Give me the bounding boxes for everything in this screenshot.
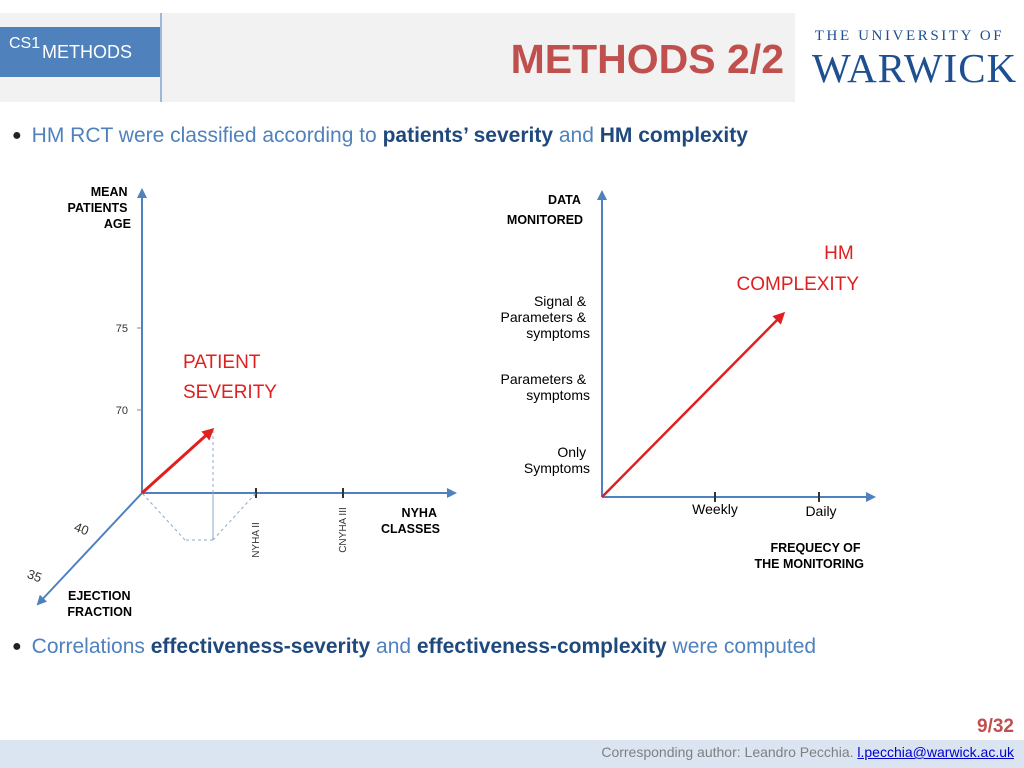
bullet-2-em1: effectiveness-severity — [150, 635, 371, 658]
bullet-1-em1: patients’ severity — [382, 124, 553, 147]
bullet-dot-icon: ● — [12, 127, 22, 144]
page-number: 9/32 — [977, 716, 1014, 737]
ejection-axis — [36, 492, 143, 606]
bullet-1-mid: and — [553, 124, 600, 147]
bullet-2-em2: effectiveness-complexity — [416, 635, 667, 658]
email-link[interactable]: l.pecchia@warwick.ac.uk — [857, 744, 1014, 760]
bullet-1-pre: HM RCT were classified according to — [31, 124, 383, 147]
x-tick-label-nyha2: NYHA II — [251, 522, 262, 558]
projection-line — [141, 492, 186, 541]
bullet-2-post: were computed — [666, 635, 817, 658]
section-tab: CS1 METHODS — [0, 27, 161, 77]
z-tick-label-35: 35 — [25, 566, 44, 585]
age-axis-label: MEAN PATIENTS AGE — [68, 185, 131, 231]
y-item-parameters: Parameters & symptoms — [501, 371, 590, 403]
data-monitored-label: DATA MONITORED — [507, 193, 584, 227]
slide-title: METHODS 2/2 — [510, 36, 784, 82]
bullet-2-mid: and — [370, 635, 417, 658]
bullet-2: ● Correlations effectiveness-severity and… — [12, 635, 816, 659]
section-label: METHODS — [42, 42, 132, 62]
patient-severity-label: PATIENT SEVERITY — [183, 352, 277, 403]
y-item-symptoms: Only Symptoms — [524, 444, 590, 476]
bullet-2-pre: Correlations — [31, 635, 151, 658]
bullet-dot-icon: ● — [12, 638, 22, 655]
frequency-axis-label: FREQUECY OF THE MONITORING — [755, 541, 865, 571]
severity-diagram: MEAN PATIENTS AGE 75 70 PATIENT SEVERITY… — [25, 185, 457, 619]
section-prefix: CS1 — [9, 35, 41, 52]
footer-credit: Corresponding author: Leandro Pecchia. l… — [601, 744, 1014, 760]
y-item-signal: Signal & Parameters & symptoms — [501, 293, 590, 341]
tab-divider — [160, 13, 162, 102]
projection-line — [212, 492, 257, 541]
bullet-1-em2: HM complexity — [599, 124, 748, 147]
logo-line-2: WARWICK — [812, 45, 1018, 91]
author-text: Corresponding author: Leandro Pecchia. — [601, 744, 858, 760]
ejection-axis-label: EJECTION FRACTION — [67, 589, 134, 619]
university-logo: THE UNIVERSITY OF WARWICK — [812, 28, 1018, 96]
nyha-axis-label: NYHA CLASSES — [381, 506, 440, 536]
complexity-vector — [601, 311, 786, 498]
bullet-1: ● HM RCT were classified according to pat… — [12, 124, 748, 148]
x-tick-label-daily: Daily — [805, 503, 836, 519]
severity-vector — [140, 427, 215, 495]
complexity-diagram: DATA MONITORED HM COMPLEXITY Signal & Pa… — [501, 190, 876, 571]
logo-line-1: THE UNIVERSITY OF — [814, 28, 1005, 44]
y-tick-label-70: 70 — [116, 405, 128, 417]
x-tick-label-weekly: Weekly — [692, 501, 738, 517]
hm-complexity-label: HM COMPLEXITY — [737, 243, 860, 295]
footer-band — [0, 740, 1024, 768]
z-tick-label-40: 40 — [72, 519, 91, 538]
y-tick-label-75: 75 — [116, 323, 128, 335]
x-tick-label-nyha3: CNYHA III — [338, 507, 349, 553]
